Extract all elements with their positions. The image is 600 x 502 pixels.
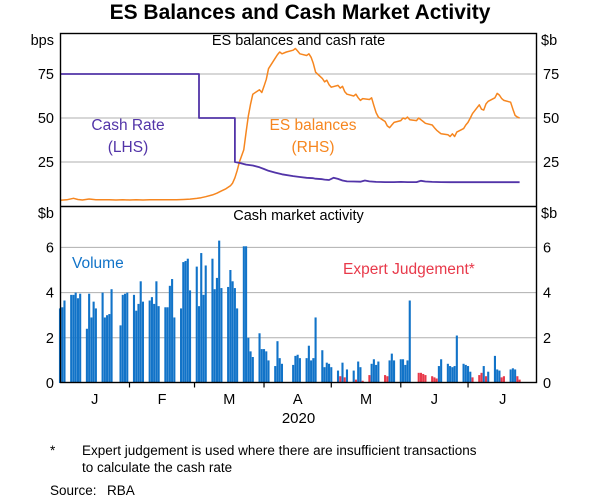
footnote-marker: * <box>50 443 56 458</box>
svg-text:50: 50 <box>38 111 54 127</box>
panel-frame <box>59 32 538 384</box>
cash-rate-series-label: Cash Rate (LHS) <box>58 115 198 159</box>
svg-text:2: 2 <box>46 331 54 347</box>
svg-text:M: M <box>360 392 372 408</box>
svg-text:25: 25 <box>543 155 559 171</box>
source-value: RBA <box>107 483 135 498</box>
expert-judgement-bars <box>339 372 521 383</box>
svg-text:J: J <box>91 392 98 408</box>
es-balances-line <box>59 47 520 201</box>
es-balances-label-line2: (RHS) <box>291 139 335 156</box>
svg-text:M: M <box>223 392 235 408</box>
svg-text:6: 6 <box>46 240 54 256</box>
svg-text:J: J <box>499 392 506 408</box>
es-balances-series-label: ES balances (RHS) <box>243 115 383 159</box>
volume-series-label: Volume <box>72 255 124 272</box>
svg-text:25: 25 <box>38 155 54 171</box>
svg-text:0: 0 <box>543 376 551 392</box>
volume-bars <box>58 240 517 383</box>
bottom-panel-subtitle: Cash market activity <box>233 208 364 224</box>
svg-text:F: F <box>158 392 167 408</box>
bottom-right-unit-label: $b <box>541 206 558 222</box>
svg-text:0: 0 <box>46 376 54 392</box>
expert-judgement-series-label: Expert Judgement* <box>343 261 475 278</box>
cash-rate-line <box>60 73 520 184</box>
top-left-unit-label: bps <box>30 33 54 49</box>
svg-text:J: J <box>431 392 438 408</box>
chart-title: ES Balances and Cash Market Activity <box>109 1 491 24</box>
svg-text:75: 75 <box>38 67 54 83</box>
x-axis-year-label: 2020 <box>281 410 316 427</box>
bottom-left-unit-label: $b <box>37 206 54 222</box>
svg-text:A: A <box>293 392 303 408</box>
month-tick-marks <box>128 383 469 388</box>
svg-text:75: 75 <box>543 67 559 83</box>
cash-rate-label-line1: Cash Rate <box>91 117 165 134</box>
y-tick-labels: 25 25 50 50 75 75 0 0 2 2 4 4 6 6 <box>38 67 559 392</box>
es-balances-label-line1: ES balances <box>269 117 357 134</box>
source-label: Source: <box>50 483 97 498</box>
top-panel-subtitle: ES balances and cash rate <box>211 33 386 49</box>
top-panel-lines <box>59 47 520 201</box>
svg-text:6: 6 <box>543 240 551 256</box>
footnote-line1: Expert judgement is used where there are… <box>82 443 477 458</box>
top-right-unit-label: $b <box>541 33 558 49</box>
svg-text:2: 2 <box>543 331 551 347</box>
cash-rate-label-line2: (LHS) <box>107 139 149 156</box>
footnote-line2: to calculate the cash rate <box>82 460 233 475</box>
svg-text:4: 4 <box>46 286 54 302</box>
svg-text:4: 4 <box>543 286 551 302</box>
svg-text:50: 50 <box>543 111 559 127</box>
